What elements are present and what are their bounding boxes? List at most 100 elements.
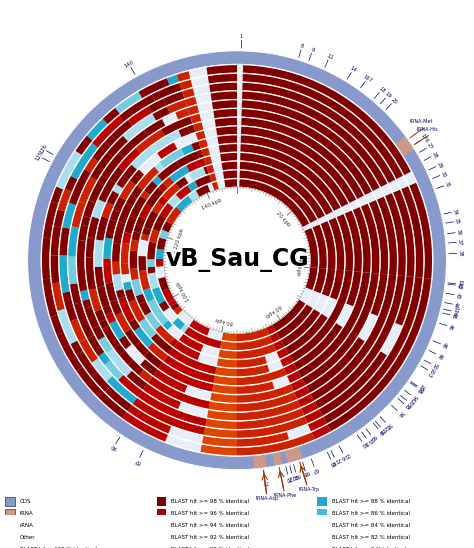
Wedge shape <box>181 144 194 156</box>
Text: 67: 67 <box>311 466 319 473</box>
Wedge shape <box>152 83 182 101</box>
Text: 203: 203 <box>426 366 436 377</box>
Text: 36: 36 <box>456 229 462 236</box>
Wedge shape <box>210 392 237 403</box>
Wedge shape <box>176 196 193 212</box>
Wedge shape <box>139 204 152 219</box>
Wedge shape <box>237 392 297 412</box>
Wedge shape <box>156 259 164 267</box>
Wedge shape <box>99 319 109 329</box>
Bar <box>5 533 15 541</box>
Text: vB_Sau_CG: vB_Sau_CG <box>165 248 309 272</box>
Text: 46: 46 <box>447 323 454 330</box>
Wedge shape <box>130 269 139 280</box>
Wedge shape <box>151 333 173 354</box>
Wedge shape <box>116 289 126 299</box>
Wedge shape <box>353 207 371 273</box>
Wedge shape <box>86 258 96 290</box>
Wedge shape <box>168 299 177 307</box>
Text: rRNA: rRNA <box>19 523 34 528</box>
Wedge shape <box>80 290 90 301</box>
Bar <box>318 545 327 548</box>
Text: 73: 73 <box>262 479 269 485</box>
Text: 211: 211 <box>377 425 388 435</box>
Text: 196: 196 <box>451 306 458 317</box>
Text: ~120 kpb: ~120 kpb <box>172 228 185 254</box>
Wedge shape <box>298 272 370 378</box>
Text: 167: 167 <box>362 73 373 83</box>
Wedge shape <box>292 447 303 461</box>
Wedge shape <box>127 370 147 390</box>
Wedge shape <box>201 444 237 455</box>
Wedge shape <box>78 225 89 241</box>
Wedge shape <box>146 187 164 208</box>
Wedge shape <box>222 332 237 341</box>
Text: 140: 140 <box>124 60 135 69</box>
Wedge shape <box>237 400 301 420</box>
Wedge shape <box>193 122 203 132</box>
Wedge shape <box>99 336 113 353</box>
Bar <box>5 521 15 529</box>
Wedge shape <box>171 302 180 311</box>
Bar <box>318 498 327 506</box>
Wedge shape <box>242 100 380 191</box>
Wedge shape <box>105 219 117 239</box>
Text: 68: 68 <box>302 470 310 476</box>
Wedge shape <box>71 143 98 179</box>
Text: BLAST hit >= 98 % identical: BLAST hit >= 98 % identical <box>171 499 249 504</box>
Wedge shape <box>147 267 156 273</box>
Wedge shape <box>258 454 267 469</box>
Wedge shape <box>243 74 403 179</box>
Wedge shape <box>74 302 94 339</box>
Wedge shape <box>63 292 78 321</box>
Text: 65: 65 <box>328 459 336 466</box>
Text: 1: 1 <box>240 34 243 39</box>
Wedge shape <box>138 391 207 426</box>
Wedge shape <box>209 401 237 412</box>
Wedge shape <box>220 341 237 350</box>
Wedge shape <box>377 197 397 275</box>
Wedge shape <box>109 320 125 340</box>
Text: 55: 55 <box>402 402 410 410</box>
Text: 20 kpb: 20 kpb <box>274 210 291 227</box>
Bar <box>156 545 166 548</box>
Text: tRNA-Phe: tRNA-Phe <box>274 493 297 498</box>
Wedge shape <box>68 256 78 284</box>
Wedge shape <box>241 135 348 207</box>
Wedge shape <box>131 185 143 198</box>
Wedge shape <box>63 344 83 371</box>
Wedge shape <box>157 142 177 159</box>
Wedge shape <box>289 270 353 362</box>
Wedge shape <box>118 296 136 322</box>
Wedge shape <box>153 369 187 393</box>
Text: 54: 54 <box>410 393 418 402</box>
Wedge shape <box>140 191 150 200</box>
Text: 193: 193 <box>456 279 462 289</box>
Wedge shape <box>153 107 170 121</box>
Wedge shape <box>63 203 76 229</box>
Wedge shape <box>76 367 103 397</box>
Wedge shape <box>92 199 106 219</box>
Wedge shape <box>130 250 138 269</box>
Wedge shape <box>210 92 237 101</box>
Wedge shape <box>140 359 158 375</box>
Wedge shape <box>50 315 64 335</box>
Wedge shape <box>323 277 422 424</box>
Wedge shape <box>155 162 164 173</box>
Wedge shape <box>346 271 361 306</box>
Wedge shape <box>112 262 121 275</box>
Wedge shape <box>27 51 447 470</box>
Bar <box>318 521 327 529</box>
Text: BLAST hit >= 88 % identical: BLAST hit >= 88 % identical <box>331 499 410 504</box>
Wedge shape <box>409 183 432 278</box>
Text: BLAST hit = 100 % identical: BLAST hit = 100 % identical <box>19 546 97 548</box>
Wedge shape <box>276 347 289 359</box>
Text: 11: 11 <box>326 53 334 60</box>
Wedge shape <box>220 153 237 162</box>
Wedge shape <box>370 274 388 316</box>
Wedge shape <box>190 319 210 335</box>
Wedge shape <box>69 169 91 205</box>
Wedge shape <box>97 286 110 307</box>
Wedge shape <box>221 162 237 170</box>
Wedge shape <box>188 125 195 134</box>
